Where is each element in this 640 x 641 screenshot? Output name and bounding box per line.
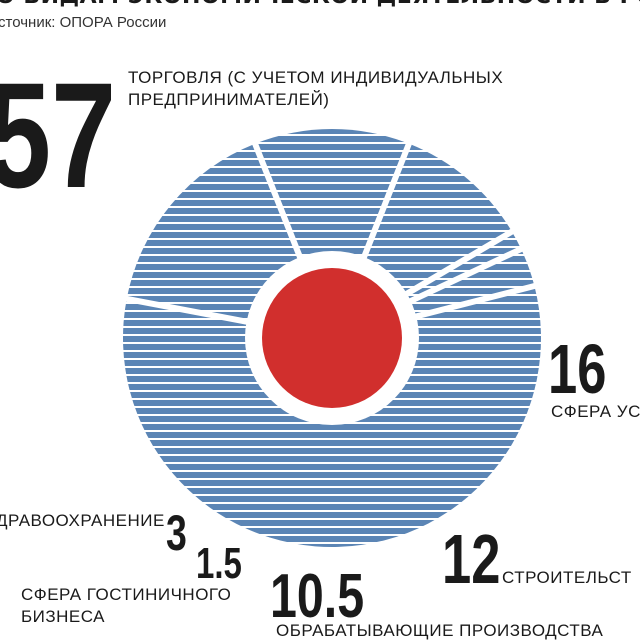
- value-label-services: 16: [548, 330, 607, 408]
- value-label-construction: 12: [442, 520, 501, 598]
- category-label-hotels-line1: СФЕРА ГОСТИНИЧНОГО: [21, 585, 232, 604]
- slice-separator: [251, 140, 305, 262]
- category-label-manufacturing: ОБРАБАТЫВАЮЩИЕ ПРОИЗВОДСТВА: [276, 621, 604, 640]
- value-label-healthcare: 3: [166, 505, 187, 561]
- category-label-services: СФЕРА УС: [551, 402, 640, 421]
- category-label-trade-line1: ТОРГОВЛЯ (С УЧЕТОМ ИНДИВИДУАЛЬНЫХ: [128, 68, 504, 87]
- slice-separator: [124, 295, 252, 326]
- chart-title: О ВИДАМ ЭКОНОМИЧЕСКОЙ ДЕЯТЕЛЬНОСТИ В РОС…: [0, 0, 640, 14]
- category-label-healthcare: ДРАВООХРАНЕНИЕ: [0, 511, 165, 530]
- category-label-hotels-line2: БИЗНЕСА: [21, 607, 106, 626]
- pie-slice-construction: [255, 129, 409, 338]
- value-label-hotels: 1.5: [196, 539, 242, 588]
- slice-separator: [405, 245, 525, 306]
- category-label-trade-line2: ПРЕДПРИНИМАТЕЛЕЙ): [128, 90, 330, 109]
- slice-separator: [359, 140, 413, 262]
- chart-source: сточник: ОПОРА России: [0, 14, 167, 31]
- value-label-trade: 57: [0, 51, 117, 219]
- value-label-manufacturing: 10.5: [270, 562, 365, 631]
- slice-separator: [401, 228, 516, 299]
- category-label-construction: СТРОИТЕЛЬСТ: [502, 568, 632, 587]
- center-dot: [262, 268, 402, 408]
- slice-separator: [411, 282, 538, 321]
